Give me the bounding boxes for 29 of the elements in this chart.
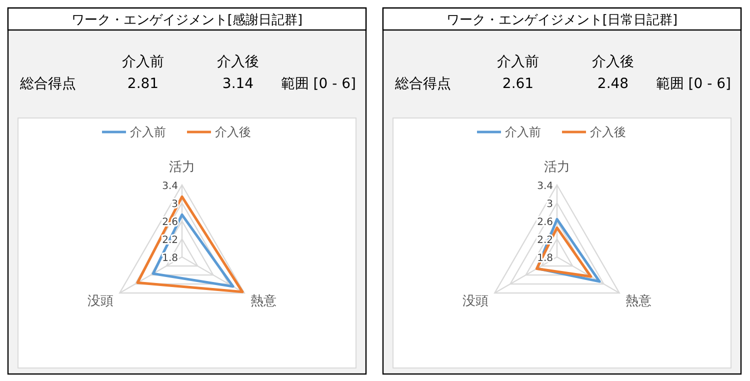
- y-tick-label: 3.4: [537, 181, 553, 192]
- y-tick-label: 3.4: [162, 181, 178, 192]
- text: 介入前: [122, 54, 164, 70]
- text: 介入後: [592, 54, 634, 70]
- legend-label: 介入後: [590, 125, 626, 139]
- spoke-label: 活力: [544, 160, 570, 175]
- spoke-label: 熱意: [626, 294, 652, 309]
- legend-label: 介入前: [505, 125, 541, 139]
- text: 範囲 [0 - 6]: [280, 76, 356, 92]
- spoke-label: 没頭: [462, 294, 488, 309]
- text: 総合得点: [394, 76, 451, 92]
- y-tick-label: 3: [546, 199, 553, 210]
- text: 介入前: [497, 54, 539, 70]
- legend-label: 介入後: [215, 125, 251, 139]
- text: 2.48: [597, 76, 629, 92]
- spoke-label: 熱意: [250, 294, 277, 309]
- spoke-label: 活力: [169, 160, 195, 175]
- text: 3.14: [222, 76, 254, 92]
- text: 総合得点: [19, 76, 76, 92]
- text: 介入後: [217, 54, 259, 70]
- y-tick-label: 2.6: [537, 217, 553, 228]
- text: 2.61: [502, 76, 534, 92]
- chart-title: ワーク・エンゲイジメント[日常日記群]: [446, 13, 678, 28]
- text: 2.81: [127, 76, 159, 92]
- legend-label: 介入前: [130, 125, 166, 139]
- y-tick-label: 1.8: [162, 253, 178, 264]
- spoke-label: 没頭: [87, 294, 114, 309]
- text: 範囲 [0 - 6]: [656, 76, 731, 92]
- chart-title: ワーク・エンゲイジメント[感謝日記群]: [71, 13, 303, 28]
